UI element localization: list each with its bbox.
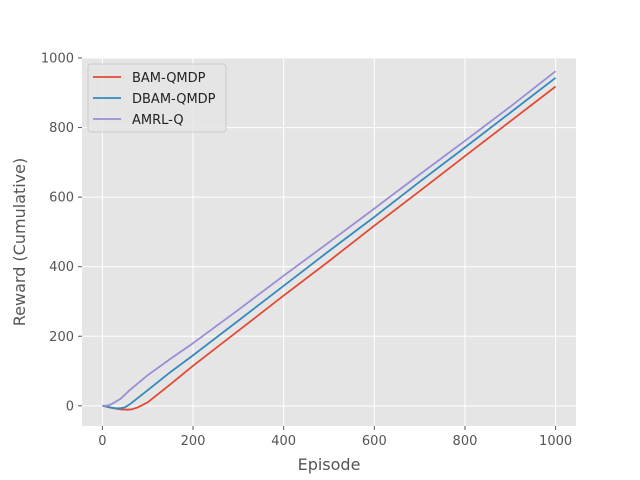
legend: BAM-QMDP DBAM-QMDP AMRL-Q <box>87 63 227 133</box>
x-tick-label: 400 <box>271 434 296 449</box>
axis-ticks: 0 200 400 600 800 1000 0 200 400 600 800 1000 <box>41 52 572 450</box>
x-tick-label: 0 <box>98 434 106 449</box>
legend-label-bam-qmdp: BAM-QMDP <box>132 71 206 86</box>
grid-lines <box>82 57 576 426</box>
series-line-dbam-qmdp <box>102 77 557 410</box>
y-axis-title: Reward (Cumulative) <box>10 158 29 326</box>
legend-label-dbam-qmdp: DBAM-QMDP <box>132 92 216 107</box>
y-tick-label: 1000 <box>41 52 74 67</box>
x-tick-label: 200 <box>181 434 206 449</box>
x-tick-label: 1000 <box>539 434 572 449</box>
x-tick-label: 600 <box>362 434 387 449</box>
x-axis-title: Episode <box>298 455 361 474</box>
legend-box <box>87 63 227 133</box>
y-tick-label: 800 <box>49 121 74 136</box>
series-layer <box>102 70 557 411</box>
legend-label-amrl-q: AMRL-Q <box>132 113 184 128</box>
y-tick-label: 600 <box>49 191 74 206</box>
y-tick-label: 400 <box>49 260 74 275</box>
series-line-amrl-q <box>102 70 557 407</box>
x-tick-label: 800 <box>453 434 478 449</box>
y-tick-label: 200 <box>49 330 74 345</box>
series-line-bam-qmdp <box>102 85 557 411</box>
y-tick-label: 0 <box>66 399 74 414</box>
